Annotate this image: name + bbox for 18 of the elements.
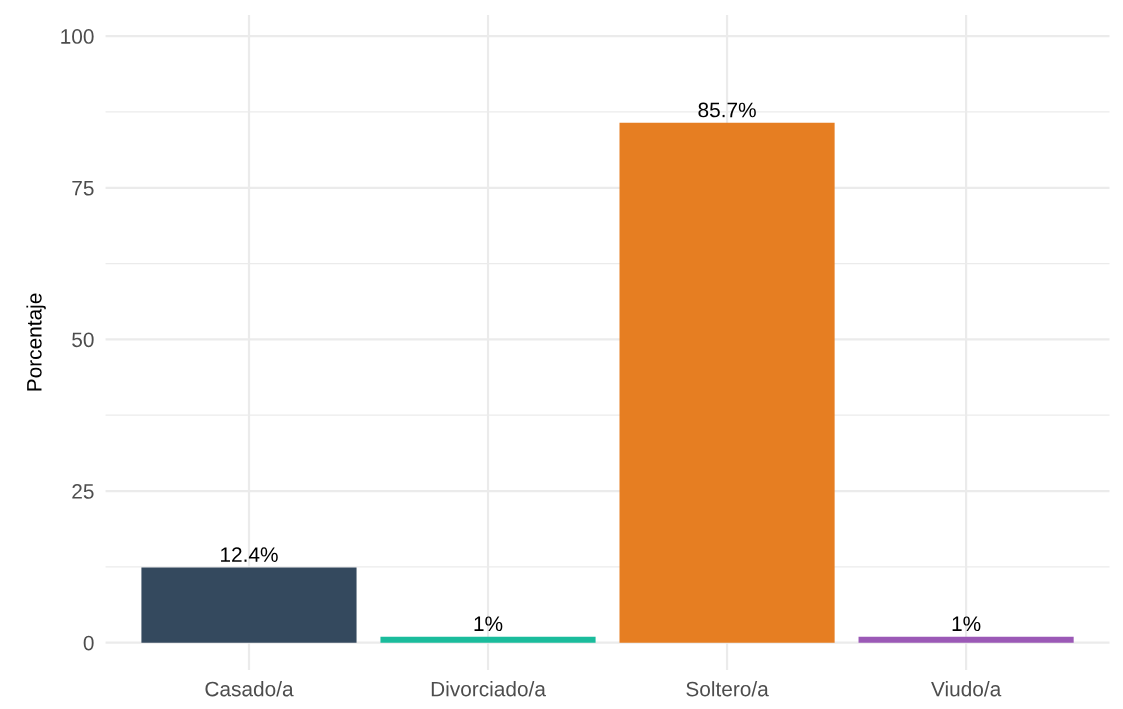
x-tick-label: Casado/a bbox=[205, 681, 294, 697]
y-tick-label: 25 bbox=[72, 484, 94, 499]
bar bbox=[619, 122, 835, 643]
data-label: 1% bbox=[952, 616, 981, 632]
data-label: 12.4% bbox=[221, 547, 278, 562]
data-label: 1% bbox=[474, 616, 503, 632]
x-tick-label: Viudo/a bbox=[931, 681, 1002, 697]
y-tick-label: 50 bbox=[72, 332, 94, 348]
y-tick-label: 0 bbox=[83, 635, 94, 651]
bar bbox=[858, 636, 1074, 643]
data-label: 85.7% bbox=[698, 102, 756, 118]
x-tick-label: Soltero/a bbox=[686, 681, 769, 697]
x-tick-label: Divorciado/a bbox=[431, 681, 546, 697]
bar bbox=[141, 567, 357, 643]
y-tick-label: 100 bbox=[61, 29, 94, 44]
y-axis-title: Porcentaje bbox=[26, 293, 46, 391]
y-tick-label: 75 bbox=[72, 180, 94, 196]
bar bbox=[380, 636, 596, 643]
